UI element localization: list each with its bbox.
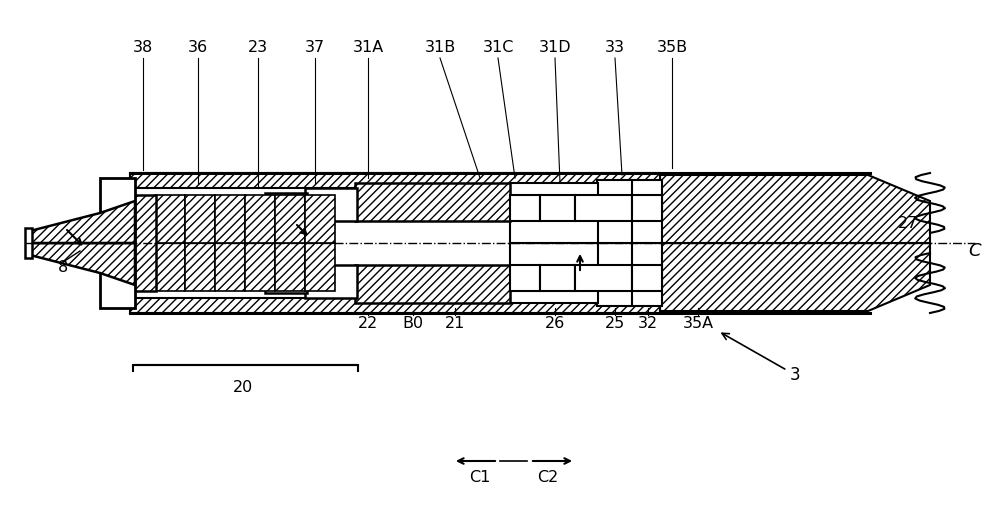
Polygon shape	[100, 178, 135, 308]
Polygon shape	[575, 265, 632, 291]
Text: 38: 38	[133, 41, 153, 55]
Text: 35A: 35A	[682, 315, 714, 330]
Text: 31C: 31C	[482, 41, 514, 55]
Text: 33: 33	[605, 41, 625, 55]
Text: 37: 37	[305, 41, 325, 55]
Text: 35B: 35B	[656, 41, 688, 55]
Polygon shape	[630, 180, 662, 243]
Polygon shape	[660, 175, 930, 243]
Text: 22: 22	[358, 315, 378, 330]
Polygon shape	[510, 243, 598, 303]
Polygon shape	[155, 243, 185, 291]
Polygon shape	[30, 243, 135, 285]
Polygon shape	[245, 243, 275, 291]
Polygon shape	[632, 195, 662, 221]
Text: 27: 27	[898, 215, 918, 230]
Polygon shape	[660, 243, 930, 311]
Polygon shape	[305, 265, 357, 298]
Text: 31A: 31A	[352, 41, 384, 55]
Polygon shape	[510, 265, 540, 291]
Polygon shape	[30, 201, 135, 243]
Text: C: C	[969, 242, 981, 260]
Text: 36: 36	[188, 41, 208, 55]
Polygon shape	[185, 243, 215, 291]
Polygon shape	[265, 265, 307, 293]
Polygon shape	[305, 243, 335, 291]
Polygon shape	[155, 195, 185, 243]
Text: 25: 25	[605, 315, 625, 330]
Text: C1: C1	[469, 470, 491, 485]
Polygon shape	[632, 265, 662, 291]
Polygon shape	[25, 228, 32, 258]
Text: 32: 32	[638, 315, 658, 330]
Text: 20: 20	[233, 381, 253, 396]
Text: 3: 3	[722, 333, 801, 384]
Polygon shape	[305, 195, 335, 243]
Polygon shape	[265, 193, 307, 221]
Polygon shape	[130, 173, 660, 188]
Polygon shape	[597, 180, 632, 243]
Polygon shape	[275, 195, 305, 243]
Text: B0: B0	[402, 315, 424, 330]
Text: 23: 23	[248, 41, 268, 55]
Polygon shape	[130, 195, 156, 291]
Text: 31B: 31B	[424, 41, 456, 55]
Text: 21: 21	[445, 315, 465, 330]
Polygon shape	[355, 183, 510, 221]
Polygon shape	[355, 265, 510, 303]
Polygon shape	[130, 298, 660, 313]
Polygon shape	[215, 195, 245, 243]
Polygon shape	[540, 195, 575, 221]
Polygon shape	[215, 243, 245, 291]
Text: 8: 8	[58, 261, 68, 275]
Text: 31D: 31D	[539, 41, 571, 55]
Polygon shape	[510, 183, 598, 243]
Polygon shape	[597, 243, 632, 306]
Polygon shape	[630, 243, 662, 306]
Polygon shape	[305, 188, 357, 221]
Polygon shape	[510, 195, 540, 221]
Polygon shape	[185, 195, 215, 243]
Polygon shape	[275, 243, 305, 291]
Polygon shape	[245, 195, 275, 243]
Text: 26: 26	[545, 315, 565, 330]
Polygon shape	[575, 195, 632, 221]
Text: C2: C2	[537, 470, 559, 485]
Polygon shape	[540, 265, 575, 291]
